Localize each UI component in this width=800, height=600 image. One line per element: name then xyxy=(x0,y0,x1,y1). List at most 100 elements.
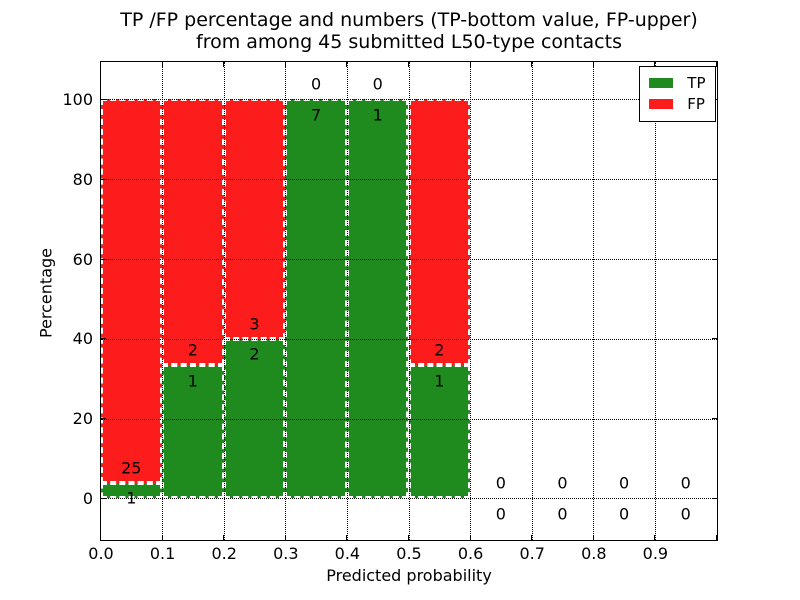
x-tick-label: 0.6 xyxy=(457,544,484,563)
y-tick-mark xyxy=(100,98,106,100)
bar-segment-fp xyxy=(100,99,163,483)
x-tick-mark xyxy=(100,534,101,540)
tp-count-label: 1 xyxy=(434,371,445,391)
y-tick-label: 80 xyxy=(72,169,93,189)
y-tick-label: 60 xyxy=(72,249,93,269)
x-tick-mark xyxy=(654,61,656,67)
x-tick-mark xyxy=(284,61,286,67)
x-tick-label: 0.9 xyxy=(642,544,669,563)
y-tick-mark xyxy=(100,497,106,499)
chart-title: TP /FP percentage and numbers (TP-bottom… xyxy=(101,9,717,53)
x-tick-label: 0.1 xyxy=(149,544,176,563)
y-tick-mark xyxy=(100,338,106,340)
chart-title-line1: TP /FP percentage and numbers (TP-bottom… xyxy=(120,9,698,31)
tp-count-label: 0 xyxy=(495,504,506,524)
x-tick-mark xyxy=(223,61,225,67)
fp-count-label: 25 xyxy=(121,458,142,478)
x-tick-mark xyxy=(592,61,594,67)
gridline-vertical xyxy=(593,61,595,540)
x-tick-mark xyxy=(346,61,348,67)
tp-count-label: 1 xyxy=(187,371,198,391)
gridline-vertical xyxy=(346,61,348,540)
fp-count-label: 0 xyxy=(680,473,691,493)
x-tick-mark xyxy=(161,61,163,67)
x-tick-mark xyxy=(161,534,163,540)
gridline-vertical xyxy=(654,61,656,540)
y-tick-label: 0 xyxy=(82,488,93,508)
tp-count-label: 0 xyxy=(680,504,691,524)
tp-count-label: 0 xyxy=(557,504,568,524)
bar-segment-tp xyxy=(100,483,163,499)
gridline-vertical xyxy=(223,61,225,540)
x-tick-mark xyxy=(469,534,471,540)
y-tick-mark xyxy=(711,178,717,180)
x-tick-mark xyxy=(223,534,225,540)
bar-segment-tp xyxy=(285,99,347,499)
chart-title-line2: from among 45 submitted L50-type contact… xyxy=(196,31,622,53)
x-tick-mark xyxy=(408,61,409,67)
bar-segment-fp xyxy=(162,99,224,366)
fp-count-label: 0 xyxy=(311,74,322,94)
y-tick-label: 20 xyxy=(72,409,93,429)
bar-segment-tp xyxy=(346,99,409,499)
x-tick-label: 0.3 xyxy=(273,544,299,563)
legend-label-tp: TP xyxy=(687,74,706,92)
fp-color-swatch xyxy=(649,99,674,109)
tp-count-label: 1 xyxy=(372,105,383,125)
bar-segment-tp xyxy=(162,365,224,499)
tp-color-swatch xyxy=(649,78,674,88)
x-tick-label: 0.4 xyxy=(334,544,361,563)
x-tick-mark xyxy=(592,534,594,540)
tp-count-label: 1 xyxy=(126,488,137,508)
fp-count-label: 0 xyxy=(557,473,568,493)
x-tick-label: 0.7 xyxy=(519,544,545,563)
legend-label-fp: FP xyxy=(687,95,705,113)
y-tick-mark xyxy=(711,258,717,260)
y-tick-label: 100 xyxy=(62,89,93,109)
tp-count-label: 0 xyxy=(619,504,630,524)
legend: TP FP xyxy=(639,65,716,122)
gridline-vertical xyxy=(408,61,410,540)
bar-segment-fp xyxy=(223,99,286,339)
x-tick-mark xyxy=(531,61,533,67)
tp-count-label: 2 xyxy=(249,344,260,364)
gridline-vertical xyxy=(531,61,533,540)
x-tick-label: 0.8 xyxy=(581,544,607,563)
gridline-vertical xyxy=(162,61,164,540)
fp-count-label: 0 xyxy=(372,74,383,94)
tp-count-label: 7 xyxy=(311,105,322,125)
y-tick-mark xyxy=(711,338,717,340)
gridline-vertical xyxy=(470,61,472,540)
x-tick-label: 0.5 xyxy=(396,544,422,563)
y-tick-label: 40 xyxy=(72,329,93,349)
x-tick-mark xyxy=(346,534,348,540)
x-tick-mark xyxy=(716,534,717,540)
bar-segment-fp xyxy=(408,99,471,366)
fp-count-label: 2 xyxy=(434,340,445,360)
bar-segment-tp xyxy=(408,365,471,499)
legend-item-fp: FP xyxy=(649,94,705,115)
y-tick-mark xyxy=(100,258,106,260)
x-tick-mark xyxy=(284,534,286,540)
x-tick-mark xyxy=(469,61,471,67)
fp-count-label: 2 xyxy=(187,340,198,360)
x-axis-label: Predicted probability xyxy=(326,566,492,585)
x-tick-label: 0.2 xyxy=(211,544,237,563)
fp-count-label: 0 xyxy=(619,473,630,493)
y-tick-mark xyxy=(100,418,106,420)
legend-item-tp: TP xyxy=(649,73,706,94)
y-tick-mark xyxy=(100,178,106,180)
gridline-vertical xyxy=(285,61,287,540)
x-tick-mark xyxy=(716,61,717,67)
y-tick-mark xyxy=(711,418,717,420)
fp-count-label: 3 xyxy=(249,314,260,334)
y-tick-mark xyxy=(711,497,717,499)
x-tick-mark xyxy=(531,534,533,540)
plot-area: TP FP 25 1 2 1 3 2 0 7 0 1 2 1 0 0 0 0 0 0 0 0 xyxy=(99,60,718,541)
x-tick-mark xyxy=(408,534,409,540)
x-tick-label: 0.0 xyxy=(88,544,114,563)
fp-count-label: 0 xyxy=(495,473,506,493)
x-tick-mark xyxy=(654,534,656,540)
x-tick-mark xyxy=(100,61,101,67)
